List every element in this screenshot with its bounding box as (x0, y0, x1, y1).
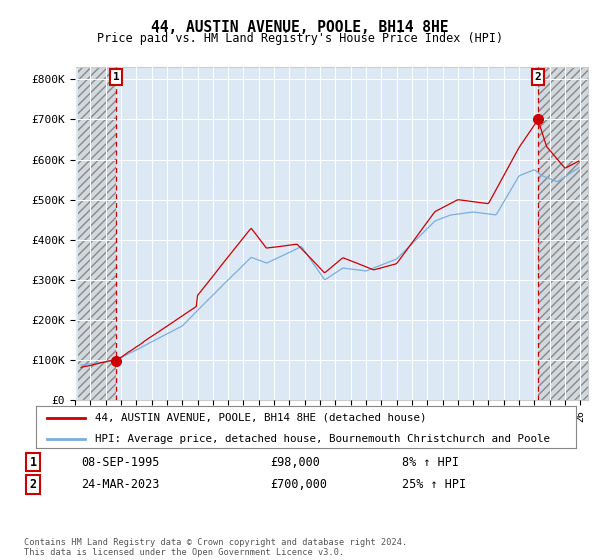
Text: 44, AUSTIN AVENUE, POOLE, BH14 8HE (detached house): 44, AUSTIN AVENUE, POOLE, BH14 8HE (deta… (95, 413, 427, 423)
Text: HPI: Average price, detached house, Bournemouth Christchurch and Poole: HPI: Average price, detached house, Bour… (95, 434, 550, 444)
Text: 1: 1 (29, 455, 37, 469)
Text: 24-MAR-2023: 24-MAR-2023 (81, 478, 160, 491)
Text: Contains HM Land Registry data © Crown copyright and database right 2024.
This d: Contains HM Land Registry data © Crown c… (24, 538, 407, 557)
Text: 25% ↑ HPI: 25% ↑ HPI (402, 478, 466, 491)
Text: Price paid vs. HM Land Registry's House Price Index (HPI): Price paid vs. HM Land Registry's House … (97, 32, 503, 45)
Text: 44, AUSTIN AVENUE, POOLE, BH14 8HE: 44, AUSTIN AVENUE, POOLE, BH14 8HE (151, 20, 449, 35)
Text: 08-SEP-1995: 08-SEP-1995 (81, 455, 160, 469)
Text: 2: 2 (535, 72, 541, 82)
Text: 8% ↑ HPI: 8% ↑ HPI (402, 455, 459, 469)
Text: £98,000: £98,000 (270, 455, 320, 469)
Text: 2: 2 (29, 478, 37, 491)
Text: £700,000: £700,000 (270, 478, 327, 491)
Text: 1: 1 (113, 72, 119, 82)
